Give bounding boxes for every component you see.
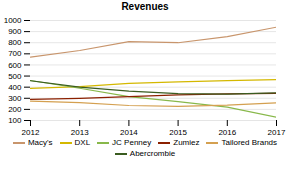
svg-text:2016: 2016 [218, 128, 236, 137]
svg-text:400: 400 [8, 83, 22, 92]
svg-text:2017: 2017 [268, 128, 286, 137]
svg-text:2015: 2015 [169, 128, 187, 137]
html-text:Revenues: Revenues [121, 1, 169, 12]
svg-text:700: 700 [8, 49, 22, 58]
svg-text:100: 100 [8, 116, 22, 125]
svg-text:500: 500 [8, 72, 22, 81]
html-text:Tailored Brands: Tailored Brands [221, 138, 278, 147]
svg-text:2014: 2014 [120, 128, 138, 137]
svg-text:300: 300 [8, 94, 22, 103]
svg-text:200: 200 [8, 105, 22, 114]
svg-text:2013: 2013 [71, 128, 89, 137]
svg-text:800: 800 [8, 38, 22, 47]
svg-text:900: 900 [8, 27, 22, 36]
html-text:Abercrombie: Abercrombie [129, 149, 176, 158]
svg-text:1000: 1000 [4, 16, 22, 25]
svg-text:600: 600 [8, 61, 22, 70]
html-text:JC Penney: JC Penney [112, 138, 152, 147]
html-text:DXL: DXL [74, 138, 91, 147]
html-text:Macy's: Macy's [27, 138, 53, 147]
html-text:Zumiez: Zumiez [173, 138, 200, 147]
svg-text:2012: 2012 [22, 128, 40, 137]
